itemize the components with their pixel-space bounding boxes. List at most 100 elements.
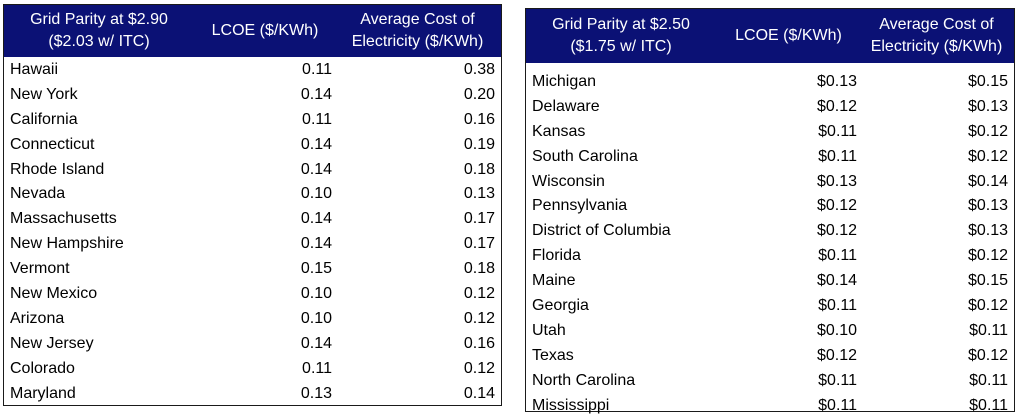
avg-cost-cell: 0.12 <box>463 309 495 327</box>
state-cell: Mississippi <box>532 396 610 414</box>
avg-cost-cell: $0.12 <box>967 346 1008 364</box>
table-row: New Mexico 0.10 0.12 <box>4 282 501 307</box>
state-cell: Michigan <box>532 73 597 90</box>
avg-cost-cell: 0.16 <box>463 110 495 128</box>
header-lcoe: LCOE ($/KWh) <box>211 22 319 39</box>
lcoe-cell: $0.11 <box>818 297 857 315</box>
lcoe-cell: $0.14 <box>816 272 857 290</box>
avg-cost-cell: 0.20 <box>463 85 495 103</box>
lcoe-cell: $0.11 <box>818 147 857 165</box>
avg-cost-cell: 0.16 <box>463 334 495 352</box>
table-row: South Carolina $0.11 $0.12 <box>526 145 1014 170</box>
lcoe-cell: 0.15 <box>300 260 332 278</box>
lcoe-cell: 0.13 <box>300 384 332 402</box>
avg-cost-cell: $0.12 <box>967 247 1008 265</box>
grid-parity-table-290: Grid Parity at $2.90 ($2.03 w/ ITC) LCOE… <box>3 4 502 406</box>
avg-cost-cell: 0.19 <box>463 135 495 153</box>
table-row: Texas $0.12 $0.12 <box>526 344 1014 369</box>
table-header: Grid Parity at $2.90 ($2.03 w/ ITC) LCOE… <box>4 5 501 57</box>
avg-cost-cell: $0.13 <box>967 222 1008 240</box>
avg-cost-cell: $0.15 <box>967 73 1008 90</box>
state-cell: Georgia <box>532 297 589 315</box>
lcoe-cell: 0.11 <box>302 110 332 128</box>
table-row: New Jersey 0.14 0.16 <box>4 332 501 357</box>
avg-cost-cell: $0.15 <box>967 272 1008 290</box>
state-cell: California <box>10 110 78 128</box>
state-cell: South Carolina <box>532 147 638 165</box>
lcoe-cell: $0.12 <box>816 222 857 240</box>
lcoe-cell: 0.14 <box>300 334 332 352</box>
avg-cost-cell: 0.18 <box>463 160 495 178</box>
grid-parity-table-250: Grid Parity at $2.50 ($1.75 w/ ITC) LCOE… <box>525 8 1015 414</box>
table-row: Pennsylvania $0.12 $0.13 <box>526 194 1014 219</box>
header-lcoe: LCOE ($/KWh) <box>735 27 842 44</box>
lcoe-cell: $0.12 <box>816 97 857 115</box>
avg-cost-cell: 0.17 <box>463 235 495 253</box>
lcoe-cell: $0.13 <box>816 73 857 90</box>
lcoe-cell: 0.14 <box>300 85 332 103</box>
avg-cost-cell: 0.12 <box>463 285 495 303</box>
state-cell: Maryland <box>10 384 76 402</box>
avg-cost-cell: $0.12 <box>967 297 1008 315</box>
table-row: Nevada 0.10 0.13 <box>4 182 501 207</box>
state-cell: North Carolina <box>532 371 636 389</box>
lcoe-cell: $0.13 <box>816 172 857 190</box>
avg-cost-cell: 0.12 <box>463 359 495 377</box>
lcoe-cell: $0.12 <box>816 197 857 215</box>
avg-cost-cell: 0.13 <box>463 185 495 203</box>
avg-cost-cell: $0.11 <box>969 396 1008 414</box>
table-body: Michigan $0.13 $0.15 Delaware $0.12 $0.13 Kans… <box>526 63 1014 418</box>
table-row: Florida $0.11 $0.12 <box>526 244 1014 269</box>
table-header: Grid Parity at $2.50 ($1.75 w/ ITC) LCOE… <box>526 9 1014 63</box>
state-cell: Vermont <box>10 260 70 278</box>
lcoe-cell: 0.14 <box>300 160 332 178</box>
avg-cost-cell: 0.14 <box>463 384 495 402</box>
avg-cost-cell: 0.17 <box>463 210 495 228</box>
lcoe-cell: $0.12 <box>816 346 857 364</box>
avg-cost-cell: $0.14 <box>967 172 1008 190</box>
state-cell: Rhode Island <box>10 160 105 178</box>
table-row: Rhode Island 0.14 0.18 <box>4 158 501 183</box>
table-row: California 0.11 0.16 <box>4 108 501 133</box>
state-cell: Delaware <box>532 97 600 115</box>
state-cell: Florida <box>532 247 581 265</box>
state-cell: New York <box>10 85 78 103</box>
lcoe-cell: $0.10 <box>816 321 857 339</box>
table-row: Vermont 0.15 0.18 <box>4 257 501 282</box>
table-body: Hawaii 0.11 0.38 New York 0.14 0.20 California… <box>4 57 501 406</box>
header-grid-parity: Grid Parity at $2.50 ($1.75 w/ ITC) <box>552 16 690 55</box>
table-row: Utah $0.10 $0.11 <box>526 319 1014 344</box>
table-row: Connecticut 0.14 0.19 <box>4 133 501 158</box>
state-cell: Utah <box>532 321 566 339</box>
state-cell: Colorado <box>10 359 75 377</box>
table-row: Mississippi $0.11 $0.11 <box>526 394 1014 418</box>
table-row: New York 0.14 0.20 <box>4 83 501 108</box>
lcoe-cell: 0.10 <box>300 185 332 203</box>
table-row: District of Columbia $0.12 $0.13 <box>526 219 1014 244</box>
state-cell: New Mexico <box>10 285 98 303</box>
avg-cost-cell: $0.13 <box>967 97 1008 115</box>
state-cell: Pennsylvania <box>532 197 628 215</box>
table-row: Hawaii 0.11 0.38 <box>4 58 501 83</box>
table-row: New Hampshire 0.14 0.17 <box>4 232 501 257</box>
table-row: Wisconsin $0.13 $0.14 <box>526 170 1014 195</box>
state-cell: Arizona <box>10 309 65 327</box>
header-grid-parity: Grid Parity at $2.90 ($2.03 w/ ITC) <box>30 11 168 50</box>
table-row: North Carolina $0.11 $0.11 <box>526 369 1014 394</box>
lcoe-cell: $0.11 <box>818 396 857 414</box>
state-cell: Massachusetts <box>10 210 117 228</box>
lcoe-cell: 0.11 <box>302 61 332 78</box>
lcoe-cell: 0.10 <box>300 285 332 303</box>
lcoe-cell: $0.11 <box>818 122 857 140</box>
lcoe-cell: $0.11 <box>818 247 857 265</box>
table-row: Kansas $0.11 $0.12 <box>526 120 1014 145</box>
lcoe-cell: 0.14 <box>300 210 332 228</box>
avg-cost-cell: $0.12 <box>967 122 1008 140</box>
lcoe-cell: 0.14 <box>300 235 332 253</box>
state-cell: Kansas <box>532 122 586 140</box>
state-cell: New Hampshire <box>10 235 124 253</box>
state-cell: Connecticut <box>10 135 95 153</box>
state-cell: Hawaii <box>10 61 59 78</box>
header-avg-cost: Average Cost of Electricity ($/KWh) <box>351 11 484 50</box>
avg-cost-cell: $0.11 <box>969 371 1008 389</box>
